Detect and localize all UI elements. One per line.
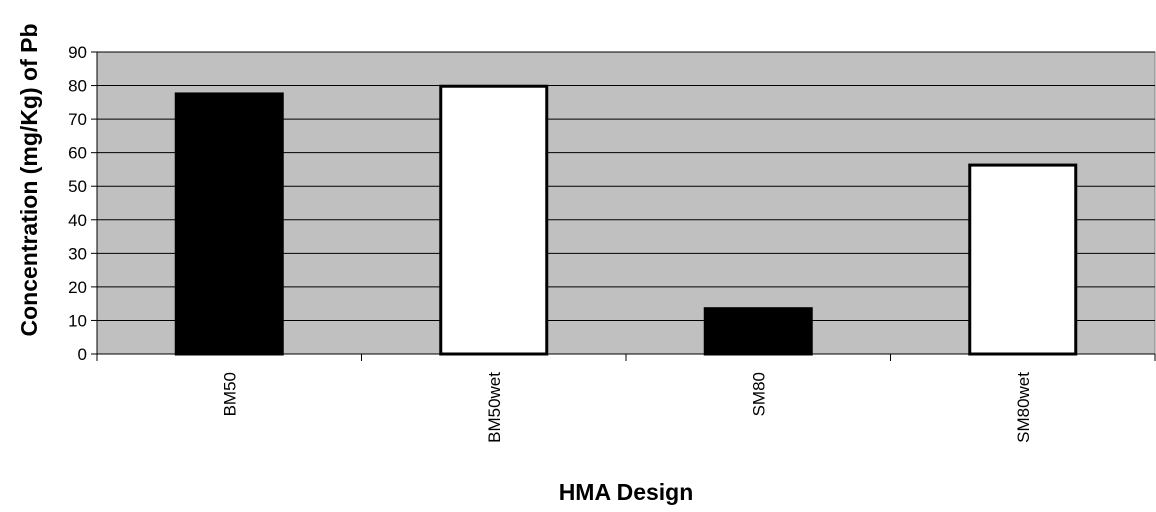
y-tick-label: 20 (68, 278, 87, 297)
bar-sm80wet (968, 163, 1078, 356)
y-tick-label: 80 (68, 77, 87, 96)
x-tick-label: BM50wet (485, 372, 504, 443)
y-tick-label: 90 (68, 43, 87, 62)
x-tick-label: SM80 (749, 372, 768, 416)
y-tick-label: 0 (78, 345, 87, 364)
y-axis: 0 10 20 30 40 50 60 70 80 90 (68, 43, 98, 364)
y-tick-label: 60 (68, 144, 87, 163)
x-axis: BM50 BM50wet SM80 SM80wet (96, 353, 1156, 443)
bar-bm50 (174, 92, 284, 356)
x-tick-label: BM50 (220, 372, 239, 416)
y-tick-label: 10 (68, 311, 87, 330)
bar-bm50wet (439, 84, 549, 356)
x-axis-title: HMA Design (559, 479, 694, 505)
y-tick-label: 30 (68, 244, 87, 263)
y-tick-label: 70 (68, 110, 87, 129)
y-tick-label: 40 (68, 211, 87, 230)
x-tick-label: SM80wet (1014, 372, 1033, 443)
y-tick-label: 50 (68, 177, 87, 196)
y-axis-title: Concentration (mg/Kg) of Pb (16, 23, 42, 336)
bar-sm80 (703, 307, 813, 356)
